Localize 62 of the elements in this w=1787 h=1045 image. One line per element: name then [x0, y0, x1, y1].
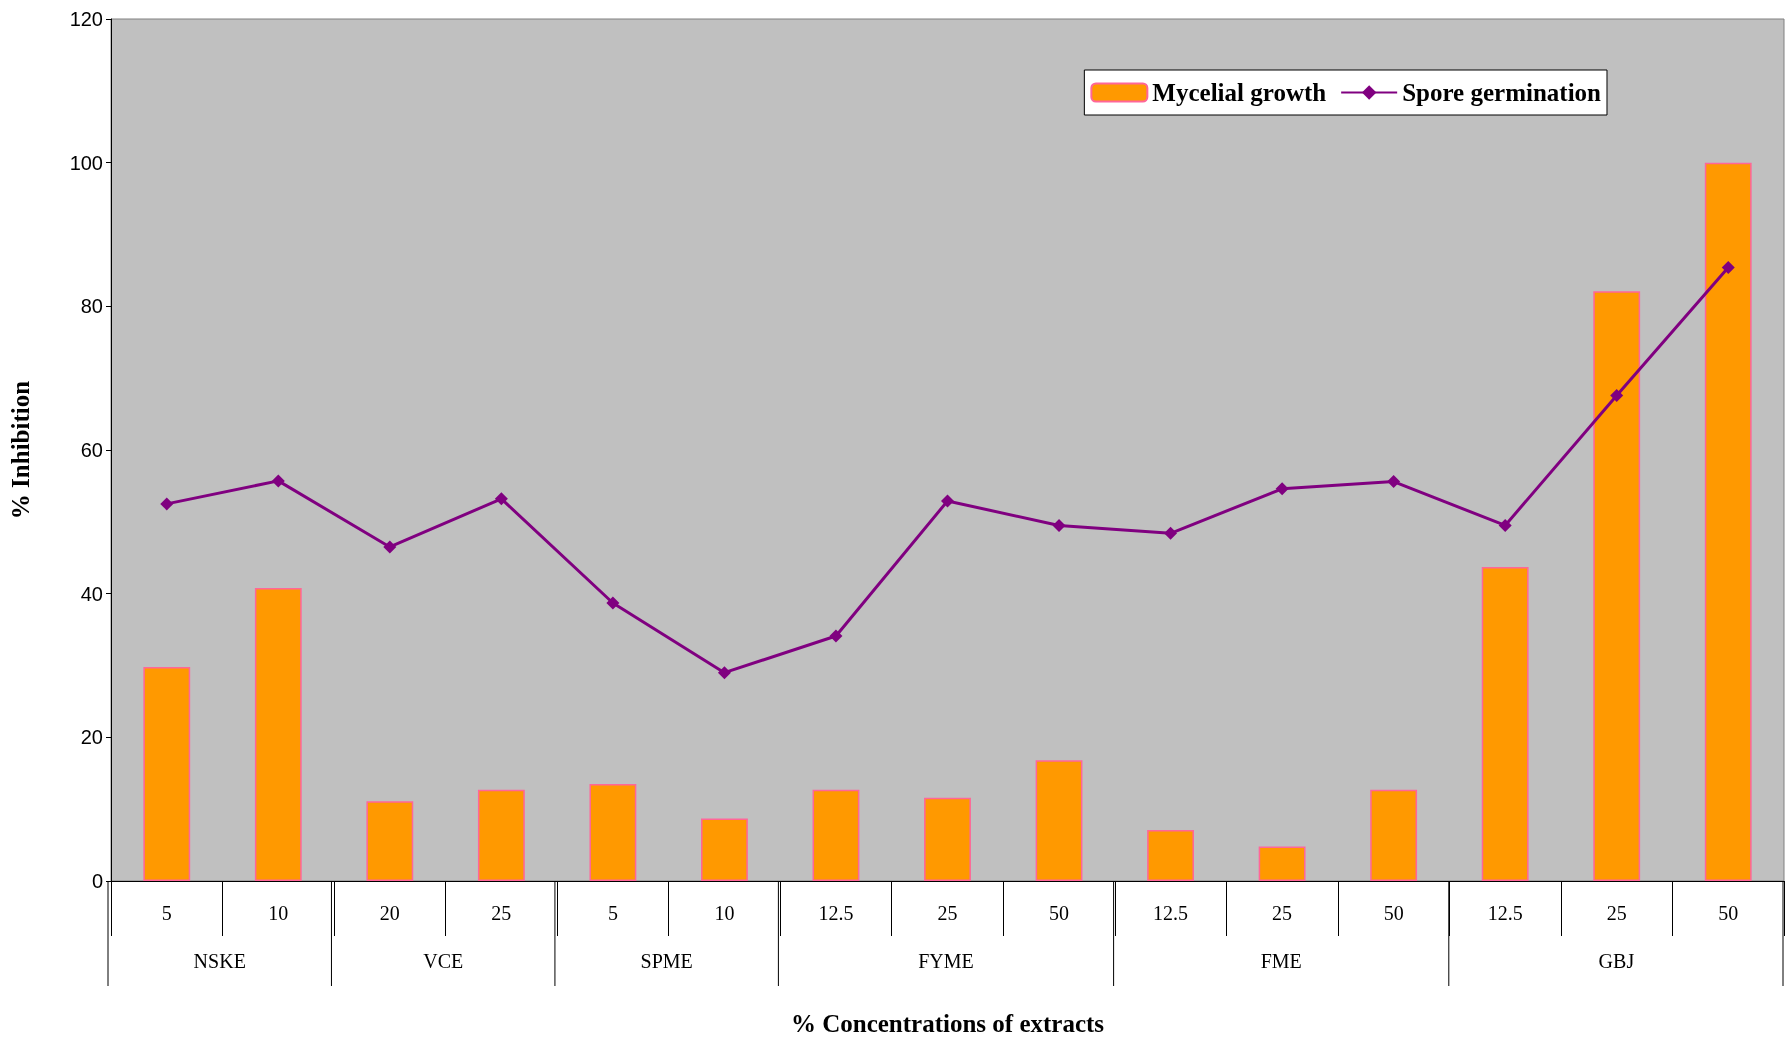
bar	[1258, 846, 1306, 881]
x-tick-label: 50	[1718, 902, 1739, 924]
x-tick-label: 10	[268, 902, 289, 924]
x-tick-label: 25	[937, 902, 958, 924]
text: VCE	[423, 950, 464, 972]
point	[160, 497, 174, 511]
x-tick-label: 12.5	[1153, 902, 1189, 924]
y-tick-label: 80	[80, 295, 103, 318]
y-tick-label: 40	[80, 582, 103, 605]
bar	[1035, 760, 1083, 881]
point	[1721, 261, 1735, 275]
y-tick-label: 60	[80, 439, 103, 461]
point	[494, 492, 508, 506]
bar	[1704, 162, 1752, 881]
bar	[366, 801, 414, 881]
point	[271, 474, 285, 488]
point	[606, 596, 620, 610]
point	[717, 666, 731, 680]
point	[1498, 518, 1512, 532]
point	[1164, 526, 1178, 540]
point	[383, 540, 397, 554]
bar	[701, 818, 748, 881]
text: FME	[1260, 950, 1302, 972]
x-tick-label: 12.5	[1487, 902, 1523, 924]
text: SPME	[640, 950, 693, 972]
x-tick-label: 50	[1383, 902, 1404, 924]
bar	[254, 587, 302, 881]
bar	[1481, 567, 1529, 881]
point	[941, 494, 954, 508]
text: NSKE	[193, 950, 246, 972]
legend-label: Spore germination	[1402, 79, 1602, 106]
x-tick-label: 50	[1049, 902, 1070, 924]
x-tick-label: 12.5	[818, 902, 854, 924]
x-tick-label: 5	[161, 902, 172, 924]
bar	[812, 789, 860, 881]
bar	[1147, 830, 1194, 881]
bar	[143, 666, 191, 881]
x-tick-label: 20	[379, 902, 400, 924]
legend-label: Mycelial growth	[1152, 79, 1327, 106]
y-tick-label: 20	[80, 726, 103, 749]
point	[1275, 482, 1289, 496]
y-tick-label: 100	[69, 151, 103, 174]
text: FYME	[918, 950, 974, 972]
x-tick-label: 10	[714, 902, 735, 924]
bar	[1370, 789, 1418, 881]
x-tick-label: 25	[1272, 902, 1293, 924]
x-tick-label: 25	[1606, 902, 1627, 924]
bar	[477, 789, 525, 881]
point	[829, 629, 843, 643]
point	[1052, 518, 1066, 532]
y-axis-title: % Inhibition	[7, 380, 34, 520]
bar	[924, 797, 971, 881]
x-axis-title: % Concentrations of extracts	[790, 1010, 1105, 1037]
point	[1610, 388, 1624, 402]
point	[1387, 475, 1401, 489]
x-tick-label: 25	[491, 902, 512, 924]
text: GBJ	[1598, 950, 1635, 972]
y-tick-label: 0	[91, 870, 103, 892]
x-tick-label: 5	[607, 902, 618, 924]
bar	[589, 784, 637, 881]
bar	[1593, 291, 1641, 881]
y-tick-label: 120	[69, 8, 103, 30]
